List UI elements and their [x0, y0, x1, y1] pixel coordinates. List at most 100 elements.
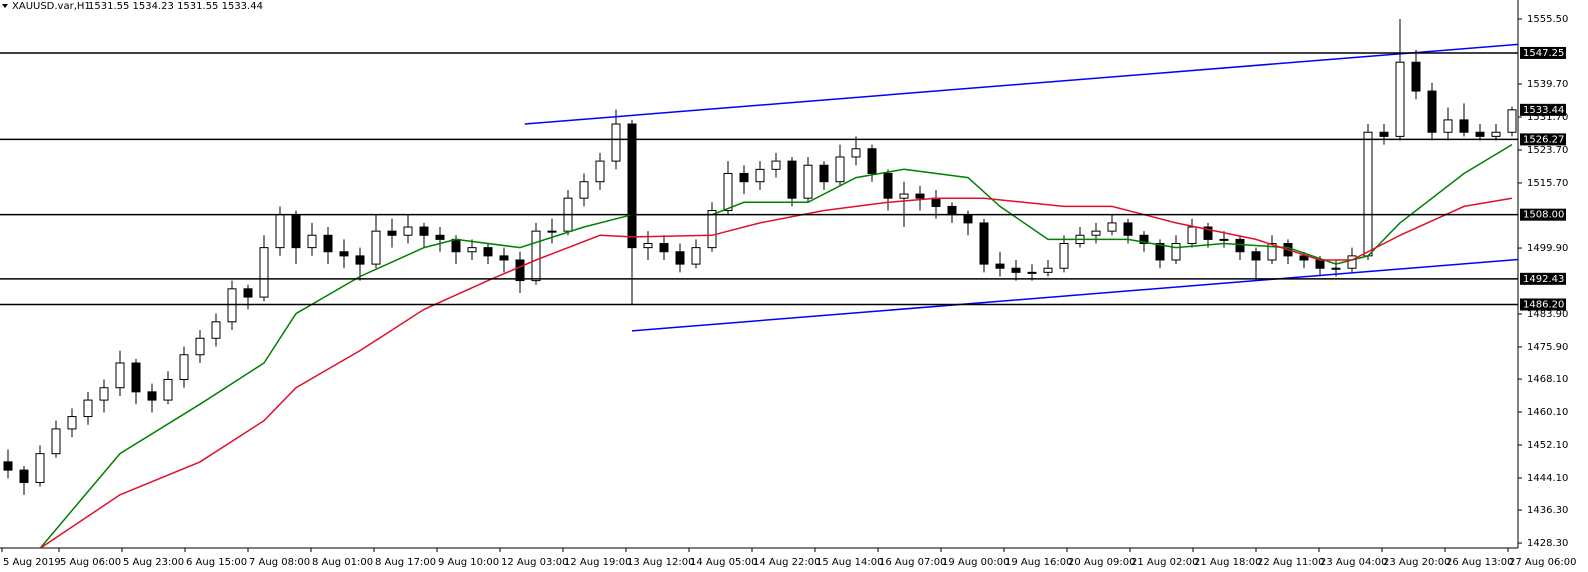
candle-body [243, 288, 253, 298]
candle-body [1411, 61, 1421, 92]
y-tick-label: 1523.70 [1527, 145, 1568, 156]
last-price-box [1520, 103, 1566, 116]
candle-body [163, 378, 173, 401]
candle-body [147, 391, 157, 401]
candle-body [1443, 119, 1453, 133]
candle-body [1395, 61, 1405, 137]
y-tick-label: 1436.30 [1527, 505, 1568, 516]
candle-body [691, 247, 701, 265]
candle-body [195, 337, 205, 356]
candle-body [483, 247, 493, 257]
x-tick-label: 23 Aug 20:00 [1383, 557, 1450, 568]
y-tick-label: 1452.10 [1527, 440, 1568, 451]
candle-body [675, 251, 685, 265]
candle-body [419, 226, 429, 236]
x-tick-label: 12 Aug 03:00 [501, 557, 568, 568]
candle-body [1347, 255, 1357, 269]
candle-body [339, 251, 349, 257]
candle-body [115, 362, 125, 389]
candle-body [515, 259, 525, 282]
y-tick-label: 1539.70 [1527, 79, 1568, 90]
candle-body [643, 243, 653, 249]
y-tick-label: 1531.70 [1527, 112, 1568, 123]
candle-body [51, 428, 61, 455]
y-tick-label: 1428.30 [1527, 538, 1568, 549]
candle-body [947, 205, 957, 216]
candle-body [35, 453, 45, 483]
header-ohlc: 1531.55 1534.23 1531.55 1533.44 [88, 1, 263, 12]
candle-body [131, 362, 141, 393]
candle-body [259, 247, 269, 298]
candle-body [1027, 271, 1037, 274]
candle-body [275, 214, 285, 249]
x-tick-label: 21 Aug 18:00 [1194, 557, 1261, 568]
candle-body [611, 123, 621, 162]
level-label: 1547.25 [1523, 48, 1564, 59]
y-tick-label: 1460.10 [1527, 407, 1568, 418]
level-label: 1492.43 [1523, 274, 1564, 285]
candle-body [211, 321, 221, 339]
candle-body [1251, 251, 1261, 261]
y-tick-label: 1468.10 [1527, 374, 1568, 385]
candle-body [19, 469, 29, 483]
candle-body [595, 160, 605, 183]
candle-body [1155, 243, 1165, 261]
plot-area [3, 18, 1518, 548]
candle-body [355, 255, 365, 265]
candle-body [1203, 226, 1213, 240]
x-tick-label: 15 Aug 14:00 [816, 557, 883, 568]
x-tick-label: 23 Aug 04:00 [1320, 557, 1387, 568]
candle-body [915, 193, 925, 199]
trend-line [631, 258, 1518, 332]
candle-body [1475, 131, 1485, 137]
candle-body [963, 214, 973, 224]
candle-body [755, 168, 765, 183]
candle-body [659, 243, 669, 253]
candle-body [627, 123, 637, 249]
y-tick-label: 1483.90 [1527, 309, 1568, 320]
candle-body [1043, 267, 1053, 273]
candle-body [99, 387, 109, 401]
candle-body [1059, 243, 1069, 269]
candle-body [467, 247, 477, 253]
x-tick-label: 9 Aug 10:00 [438, 557, 499, 568]
moving-average [39, 143, 1513, 548]
menu-arrow[interactable] [2, 4, 8, 8]
candle-body [291, 214, 301, 249]
x-tick-label: 26 Aug 13:00 [1446, 557, 1513, 568]
last-price-label: 1533.44 [1523, 105, 1564, 116]
y-tick-label: 1515.70 [1527, 178, 1568, 189]
candle-body [1235, 238, 1245, 253]
x-tick-label: 13 Aug 12:00 [627, 557, 694, 568]
symbol: XAUUSD.var,H1 [12, 1, 91, 12]
moving-average [39, 197, 1513, 548]
candle-body [707, 210, 717, 249]
candle-body [1091, 230, 1101, 236]
level-box [1520, 46, 1566, 59]
x-tick-label: 8 Aug 17:00 [375, 557, 436, 568]
candle-body [1459, 119, 1469, 133]
candle-body [499, 255, 509, 261]
candle-body [403, 226, 413, 236]
x-tick-label: 14 Aug 22:00 [753, 557, 820, 568]
candle-body [531, 230, 541, 282]
candle-body [307, 234, 317, 249]
candle-body [1123, 222, 1133, 236]
x-tick-label: 16 Aug 07:00 [879, 557, 946, 568]
x-tick-label: 19 Aug 00:00 [942, 557, 1009, 568]
candle-body [931, 197, 941, 207]
candle-body [995, 263, 1005, 269]
candle-body [83, 399, 93, 418]
x-tick-label: 19 Aug 16:00 [1005, 557, 1072, 568]
candle-body [1107, 222, 1117, 232]
candle-body [1507, 109, 1517, 133]
candle-body [803, 164, 813, 199]
candle-body [1139, 234, 1149, 245]
candle-body [979, 222, 989, 265]
candle-body [323, 234, 333, 253]
candle-body [3, 461, 13, 471]
level-label: 1508.00 [1523, 210, 1564, 221]
y-tick-label: 1444.10 [1527, 473, 1568, 484]
candle-body [1187, 226, 1197, 245]
